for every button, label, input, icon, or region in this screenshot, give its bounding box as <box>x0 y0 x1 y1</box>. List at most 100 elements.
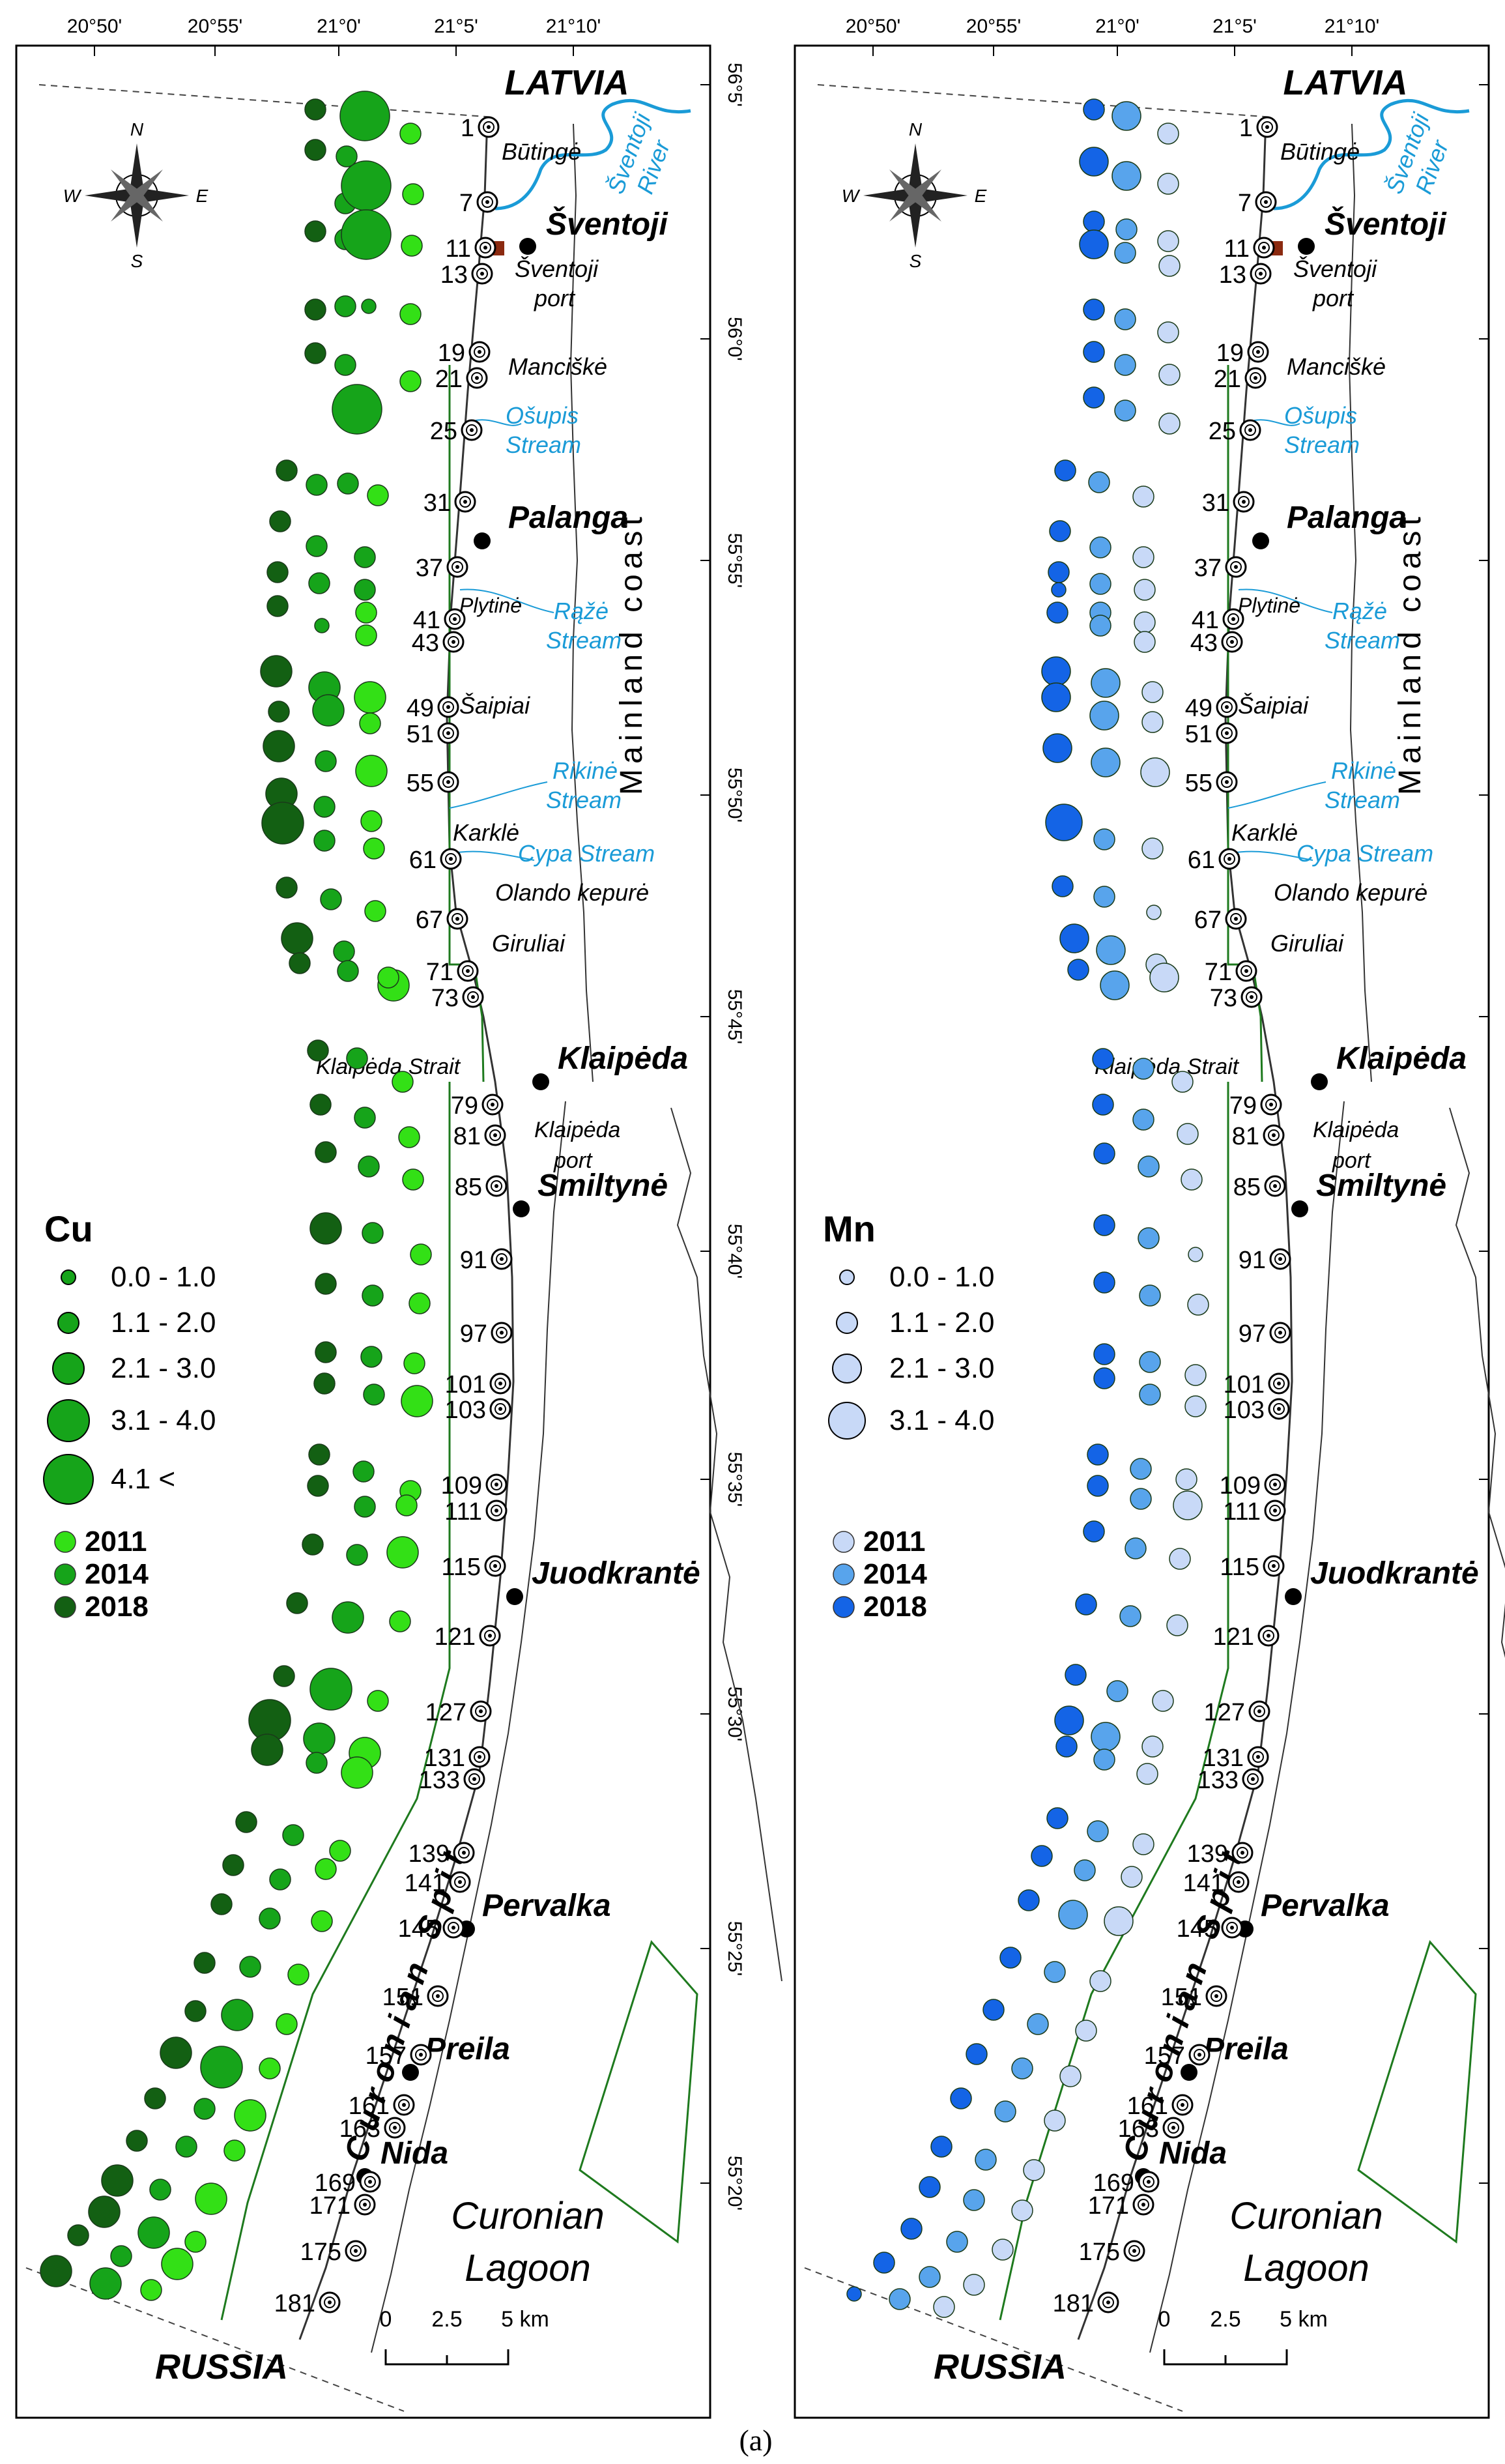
station-marker-dot <box>485 200 489 204</box>
sample-bubble <box>950 2087 972 2109</box>
station-label: 13 <box>1219 261 1246 289</box>
sample-bubble <box>336 145 358 167</box>
town-nida: Nida <box>1159 2136 1227 2171</box>
sample-bubble <box>195 2182 227 2215</box>
sample-bubble <box>175 2136 197 2158</box>
compass-e: E <box>975 186 987 206</box>
station-label: 111 <box>444 1498 482 1526</box>
station-marker-dot <box>1230 640 1234 644</box>
sample-bubble <box>341 160 392 211</box>
place-strait: Klaipėda Strait <box>1095 1054 1240 1079</box>
sample-bubble <box>334 354 356 376</box>
station-marker-inner <box>448 1922 459 1934</box>
sample-bubble <box>963 2274 985 2296</box>
scalebar-tick: 5 km <box>1280 2307 1328 2332</box>
border-latvia <box>817 84 1274 118</box>
sample-bubble <box>268 701 290 723</box>
station-marker-inner <box>475 1705 487 1717</box>
station-marker-dot <box>452 640 455 644</box>
station-label: 175 <box>1079 2239 1120 2266</box>
station-marker-inner <box>350 2245 362 2257</box>
station-marker-dot <box>449 857 453 861</box>
station-marker-inner <box>1252 1751 1264 1763</box>
station-marker-dot <box>500 1257 504 1261</box>
station-label: 49 <box>1185 695 1212 722</box>
sample-bubble <box>269 1868 291 1891</box>
sample-bubble <box>1140 757 1170 787</box>
sample-bubble <box>1059 923 1089 953</box>
town-dot <box>1311 1073 1328 1090</box>
station-label: 171 <box>1088 2192 1129 2220</box>
station-marker-dot <box>1272 1564 1276 1568</box>
lat-label: 55°35' <box>724 1452 745 1507</box>
sample-bubble <box>221 1999 253 2031</box>
legend-size-label: 4.1 < <box>111 1463 175 1495</box>
map-panel-cu: 20°50' 20°55' 21°0' 21°5' 21°10' 56°5' 56°0' 55… <box>15 16 782 2419</box>
station-label: 19 <box>1216 340 1244 367</box>
sample-bubble <box>184 2231 207 2253</box>
station-marker-inner <box>449 613 461 625</box>
station-marker-inner <box>1168 2122 1179 2134</box>
scalebar-tick: 5 km <box>501 2307 549 2332</box>
sample-bubble <box>210 1893 233 1915</box>
legend-size-symbol <box>47 1399 90 1442</box>
sample-bubble <box>1091 1722 1121 1752</box>
sample-bubble <box>377 966 399 989</box>
sample-bubble <box>364 900 386 922</box>
sample-bubble <box>281 922 313 955</box>
sample-bubble <box>341 1756 373 1789</box>
place-plytine: Plytinė <box>459 594 522 617</box>
protected-boundary <box>999 1082 1229 2321</box>
lat-label: 55°25' <box>1502 1921 1505 1976</box>
water-rikine-1: Rikinė <box>552 757 618 784</box>
station-marker-dot <box>1234 565 1238 569</box>
sample-bubble <box>1023 2159 1045 2181</box>
station-marker-dot <box>1269 1103 1273 1107</box>
station-marker-inner <box>1194 2049 1205 2061</box>
water-rikine-1: Rikinė <box>1331 757 1396 784</box>
station-label: 139 <box>1187 1840 1228 1868</box>
town-palanga: Palanga <box>508 500 628 535</box>
sample-bubble <box>1175 1468 1197 1490</box>
lon-label: 20°55' <box>188 16 242 37</box>
station-label: 79 <box>1229 1092 1257 1120</box>
sample-bubble <box>399 370 422 392</box>
place-giruliai: Giruliai <box>1270 930 1344 957</box>
lat-label: 55°45' <box>1502 989 1505 1044</box>
sample-bubble <box>67 2224 89 2246</box>
place-butinge: Būtingė <box>1280 138 1360 165</box>
sample-bubble <box>1045 804 1083 841</box>
sample-bubble <box>367 1690 389 1712</box>
lagoon-label: Lagoon <box>465 2247 591 2289</box>
station-marker-dot <box>1141 2203 1145 2207</box>
place-kport-1: Klaipėda <box>1313 1118 1399 1142</box>
sample-bubble <box>994 2100 1016 2123</box>
station-marker-dot <box>466 969 470 973</box>
sample-bubble <box>1089 615 1111 637</box>
station-marker-dot <box>1237 1880 1240 1884</box>
station-label: 21 <box>1214 366 1241 393</box>
sample-bubble <box>386 1536 419 1569</box>
sample-bubble <box>1083 298 1105 321</box>
station-marker-inner <box>496 1327 508 1339</box>
sample-bubble <box>1018 1889 1040 1911</box>
lat-label: 55°35' <box>1502 1452 1505 1507</box>
sample-bubble <box>889 2288 911 2310</box>
station-label: 21 <box>435 366 463 393</box>
station-label: 71 <box>1205 959 1232 986</box>
legend-size-label: 0.0 - 1.0 <box>111 1261 216 1293</box>
station-marker-inner <box>494 1403 506 1415</box>
station-marker-dot <box>493 1564 497 1568</box>
sample-bubble <box>266 595 289 617</box>
legend-year-symbol <box>833 1563 855 1586</box>
sample-bubble <box>341 209 392 260</box>
place-karkle: Karklė <box>1231 819 1298 846</box>
station-label: 61 <box>409 847 437 874</box>
station-marker-inner <box>480 242 491 254</box>
sample-bubble <box>140 2279 162 2301</box>
station-marker-dot <box>1197 2053 1201 2057</box>
station-marker-inner <box>466 424 478 436</box>
station-marker-dot <box>446 780 450 784</box>
sample-bubble <box>311 1910 333 1932</box>
station-label: 43 <box>412 630 439 657</box>
